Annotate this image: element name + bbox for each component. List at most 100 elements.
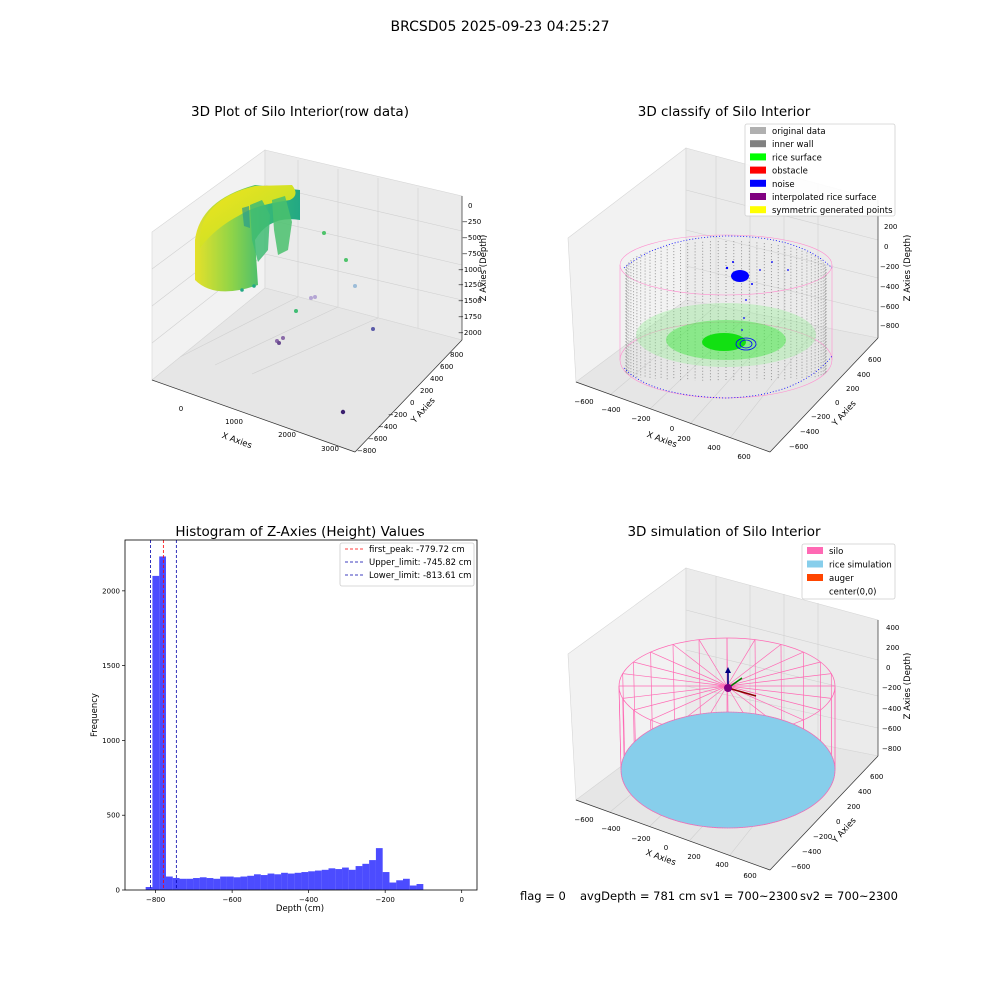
svg-text:−600: −600 (368, 435, 387, 443)
auger-axes (724, 667, 757, 697)
histogram-bar (172, 878, 180, 890)
histogram-bar (301, 872, 309, 890)
legend-label: interpolated rice surface (772, 193, 877, 203)
status-sv1: sv1 = 700~2300 (700, 889, 798, 903)
legend-swatch (807, 574, 823, 581)
x-tick-label: 0 (459, 896, 463, 904)
x-tick-label: −200 (376, 896, 395, 904)
y-axis-line (769, 337, 879, 453)
x-axis-label: X Axies (220, 431, 253, 451)
svg-text:−400: −400 (880, 283, 899, 291)
histogram-bar (199, 877, 207, 890)
legend-label: first_peak: -779.72 cm (369, 545, 465, 555)
y-tick-label: 1000 (102, 737, 120, 745)
status-avg-depth: avgDepth = 781 cm (580, 889, 696, 903)
histogram-bar (159, 556, 166, 890)
legend-label: rice surface (772, 153, 822, 163)
histogram-bar (369, 860, 376, 890)
silo-rib (622, 673, 625, 756)
z-axis-label: Z Axies (Depth) (479, 235, 489, 302)
histogram-bar (348, 869, 356, 890)
histogram-bar (281, 872, 288, 890)
status-sv2: sv2 = 700~2300 (800, 889, 898, 903)
histogram-bar (355, 866, 363, 890)
silo-roof-rib (726, 673, 832, 687)
svg-text:−800: −800 (882, 745, 901, 753)
histogram-bar (186, 878, 194, 890)
x-ticks: −800 −600 −400 −200 0 (146, 890, 464, 904)
legend-label: Lower_limit: -813.61 cm (369, 571, 471, 581)
svg-text:−600: −600 (789, 443, 808, 451)
silo-roof-rib (622, 673, 728, 687)
y-axis-line (769, 755, 879, 871)
legend-label: obstacle (772, 167, 808, 177)
x-axis-line (151, 379, 356, 453)
inner-wall-points (625, 241, 827, 381)
svg-text:200: 200 (846, 385, 859, 393)
z-axis-label: Z Axies (Depth) (903, 235, 913, 302)
svg-text:−250: −250 (462, 218, 481, 226)
svg-text:−750: −750 (462, 250, 481, 258)
panel-simulation: 3D simulation of Silo Interior (567, 524, 913, 880)
noise-outline (623, 235, 833, 269)
silo-rib (633, 661, 636, 742)
svg-text:−400: −400 (800, 428, 819, 436)
svg-text:600: 600 (868, 356, 881, 364)
histogram-bar (314, 870, 322, 890)
y-tick-label: 2000 (102, 587, 120, 595)
svg-text:0: 0 (886, 664, 890, 672)
histogram-bar (294, 872, 302, 890)
silo-rib (698, 639, 701, 715)
svg-text:200: 200 (687, 853, 700, 861)
x-ticks: −600 −400 −200 0 200 400 600 (574, 816, 756, 880)
histogram-bar (403, 878, 410, 890)
svg-text:−400: −400 (378, 423, 397, 431)
histogram-bar (206, 878, 214, 890)
silo-roof-rib (698, 639, 728, 687)
rice-simulation-mesh (620, 711, 836, 829)
svg-text:−200: −200 (882, 684, 901, 692)
svg-text:400: 400 (857, 371, 870, 379)
silo-roof-rib (726, 685, 832, 699)
x-tick-label: −400 (299, 896, 318, 904)
histogram-bar (274, 874, 282, 890)
legend-swatch (750, 206, 766, 214)
histogram-bar (416, 884, 424, 890)
svg-text:−200: −200 (388, 411, 407, 419)
svg-text:−200: −200 (811, 413, 830, 421)
panel-title: Histogram of Z-Axies (Height) Values (175, 524, 424, 540)
y-tick-label: 500 (107, 812, 120, 820)
x-axis-label: X Axies (645, 430, 678, 450)
svg-text:200: 200 (420, 387, 433, 395)
histogram-bar (179, 878, 187, 890)
silo-rib (754, 639, 757, 715)
svg-text:200: 200 (886, 644, 899, 652)
svg-text:400: 400 (886, 624, 899, 632)
z-ticks: 400 200 0 −200 −400 −600 −800 (882, 624, 901, 753)
histogram-bar (342, 867, 349, 890)
legend-swatch (750, 193, 766, 200)
svg-text:−400: −400 (601, 406, 620, 414)
histogram-bar (247, 875, 255, 890)
histogram-bar (308, 871, 315, 890)
x-axis-line (575, 381, 771, 453)
rice-surface-points (636, 303, 816, 367)
x-ticks: −600 −400 −200 0 200 400 600 (574, 398, 750, 461)
svg-text:−600: −600 (880, 303, 899, 311)
svg-text:200: 200 (884, 223, 897, 231)
histogram-bar (233, 877, 241, 890)
silo-roof-rib (726, 639, 756, 687)
histogram-bar (254, 874, 261, 890)
svg-text:−600: −600 (574, 816, 593, 824)
silo-roof-rib (622, 685, 728, 699)
histogram-bars (145, 556, 424, 890)
svg-text:−400: −400 (802, 848, 821, 856)
y-ticks: 0 500 1000 1500 2000 (102, 587, 125, 895)
svg-text:400: 400 (715, 861, 728, 869)
silo-roof-rib (650, 685, 728, 721)
legend-label: Upper_limit: -745.82 cm (369, 558, 472, 568)
svg-text:0: 0 (835, 399, 839, 407)
histogram-bar (396, 880, 403, 890)
histogram-bar (362, 863, 370, 890)
